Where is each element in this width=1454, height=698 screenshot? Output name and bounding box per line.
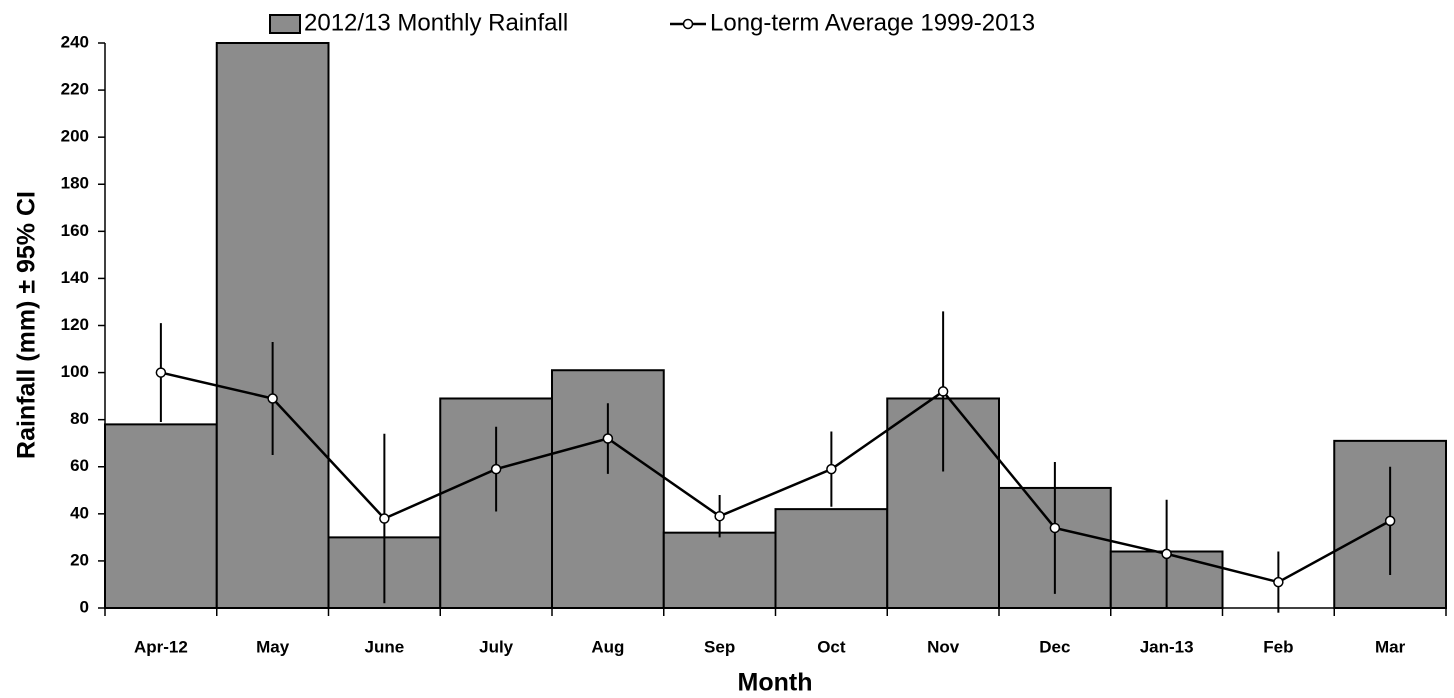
- bar: [662, 531, 777, 610]
- line: [160, 371, 1391, 584]
- x-tick-label: June: [365, 637, 405, 656]
- line-point: [1384, 515, 1396, 527]
- line-point: [1273, 576, 1284, 588]
- x-tick-label: Jan-13: [1140, 637, 1194, 656]
- bar: [215, 42, 330, 609]
- y-tick-label: 240: [61, 32, 89, 51]
- x-tick-label: Feb: [1263, 637, 1293, 656]
- line-point: [937, 386, 949, 397]
- x-tick-label: Aug: [591, 637, 624, 656]
- legend-label: Long-term Average 1999-2013: [710, 9, 1035, 36]
- legend-label: 2012/13 Monthly Rainfall: [304, 9, 568, 36]
- y-tick-label: 200: [61, 127, 89, 146]
- x-tick-label: May: [256, 637, 290, 656]
- y-tick-label: 120: [61, 315, 89, 334]
- y-tick-label: 0: [80, 597, 89, 616]
- bar: [774, 508, 889, 609]
- x-tick-label: Sep: [704, 637, 735, 656]
- legend-swatch: [269, 14, 301, 34]
- y-tick-label: 20: [70, 550, 89, 569]
- y-tick-label: 80: [70, 409, 89, 428]
- y-tick-label: 160: [61, 221, 89, 240]
- line-point: [826, 463, 837, 475]
- line-point: [1049, 522, 1061, 534]
- line-point: [714, 510, 725, 522]
- bar: [104, 423, 218, 609]
- x-tick-label: Nov: [927, 637, 960, 656]
- y-tick-label: 220: [61, 80, 89, 99]
- legend-swatch-point: [682, 18, 694, 30]
- line-point: [155, 367, 167, 378]
- y-tick-label: 180: [61, 174, 89, 193]
- x-tick-label: Dec: [1039, 637, 1070, 656]
- line-point: [1161, 548, 1172, 560]
- y-axis-title: Rainfall (mm) ± 95% CI: [13, 191, 41, 459]
- y-tick-label: 60: [70, 456, 89, 475]
- y-tick-label: 40: [70, 503, 89, 522]
- line-point: [490, 463, 502, 475]
- x-tick-label: Oct: [817, 637, 846, 656]
- x-tick-label: Apr-12: [134, 637, 188, 656]
- line-point: [602, 433, 614, 444]
- line-point: [379, 513, 390, 524]
- x-tick-label: Mar: [1375, 637, 1406, 656]
- line-point: [267, 393, 278, 404]
- y-tick-label: 100: [61, 362, 89, 381]
- x-tick-label: July: [479, 637, 514, 656]
- y-tick-label: 140: [61, 268, 89, 287]
- x-axis-title: Month: [738, 669, 813, 697]
